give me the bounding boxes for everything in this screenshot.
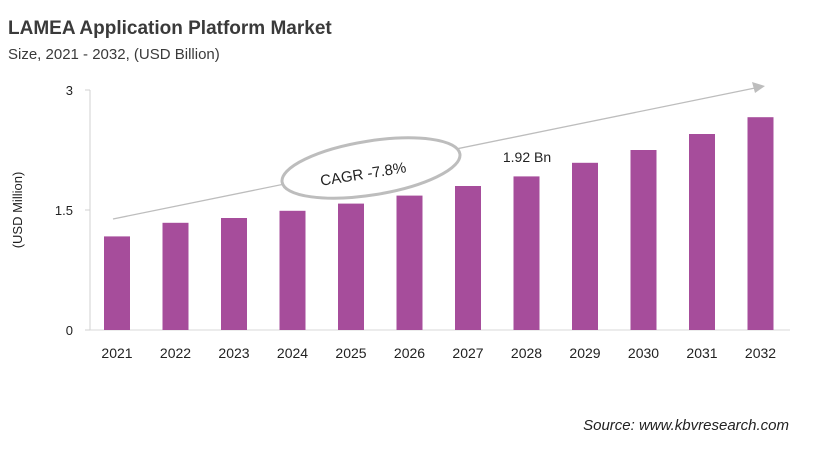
- cagr-ellipse: [280, 136, 462, 200]
- bar-2030: [630, 150, 657, 330]
- y-axis-label: (USD Million): [10, 172, 25, 249]
- bar-2031: [689, 134, 715, 330]
- value-label-2028: 1.92 Bn: [503, 149, 551, 165]
- x-tick-label: 2024: [277, 345, 308, 361]
- bar-2032: [747, 117, 774, 330]
- chart-title: LAMEA Application Platform Market: [8, 18, 332, 39]
- source-note: Source: www.kbvresearch.com: [583, 417, 789, 434]
- x-tick-label: 2028: [511, 345, 542, 361]
- x-tick-label: 2031: [686, 345, 717, 361]
- bar-2024: [279, 210, 306, 330]
- x-tick-label: 2022: [160, 345, 191, 361]
- x-tick-label: 2026: [394, 345, 425, 361]
- bar-2025: [338, 203, 364, 330]
- x-tick-label: 2032: [745, 345, 776, 361]
- bar-2029: [572, 162, 598, 330]
- x-tick-label: 2029: [569, 345, 600, 361]
- bar-2021: [104, 236, 130, 330]
- bar-2027: [455, 186, 481, 330]
- x-tick-label: 2021: [101, 345, 132, 361]
- x-tick-label: 2023: [218, 345, 249, 361]
- chart-subtitle: Size, 2021 - 2032, (USD Billion): [8, 46, 220, 63]
- bar-2022: [162, 222, 189, 330]
- bar-2026: [396, 195, 423, 330]
- x-tick-label: 2027: [452, 345, 483, 361]
- y-tick-label: 1.5: [55, 203, 73, 218]
- x-tick-label: 2025: [335, 345, 366, 361]
- bar-2023: [221, 218, 247, 330]
- x-tick-label: 2030: [628, 345, 659, 361]
- y-tick-label: 0: [66, 323, 73, 338]
- bar-2028: [513, 176, 540, 330]
- y-tick-label: 3: [66, 83, 73, 98]
